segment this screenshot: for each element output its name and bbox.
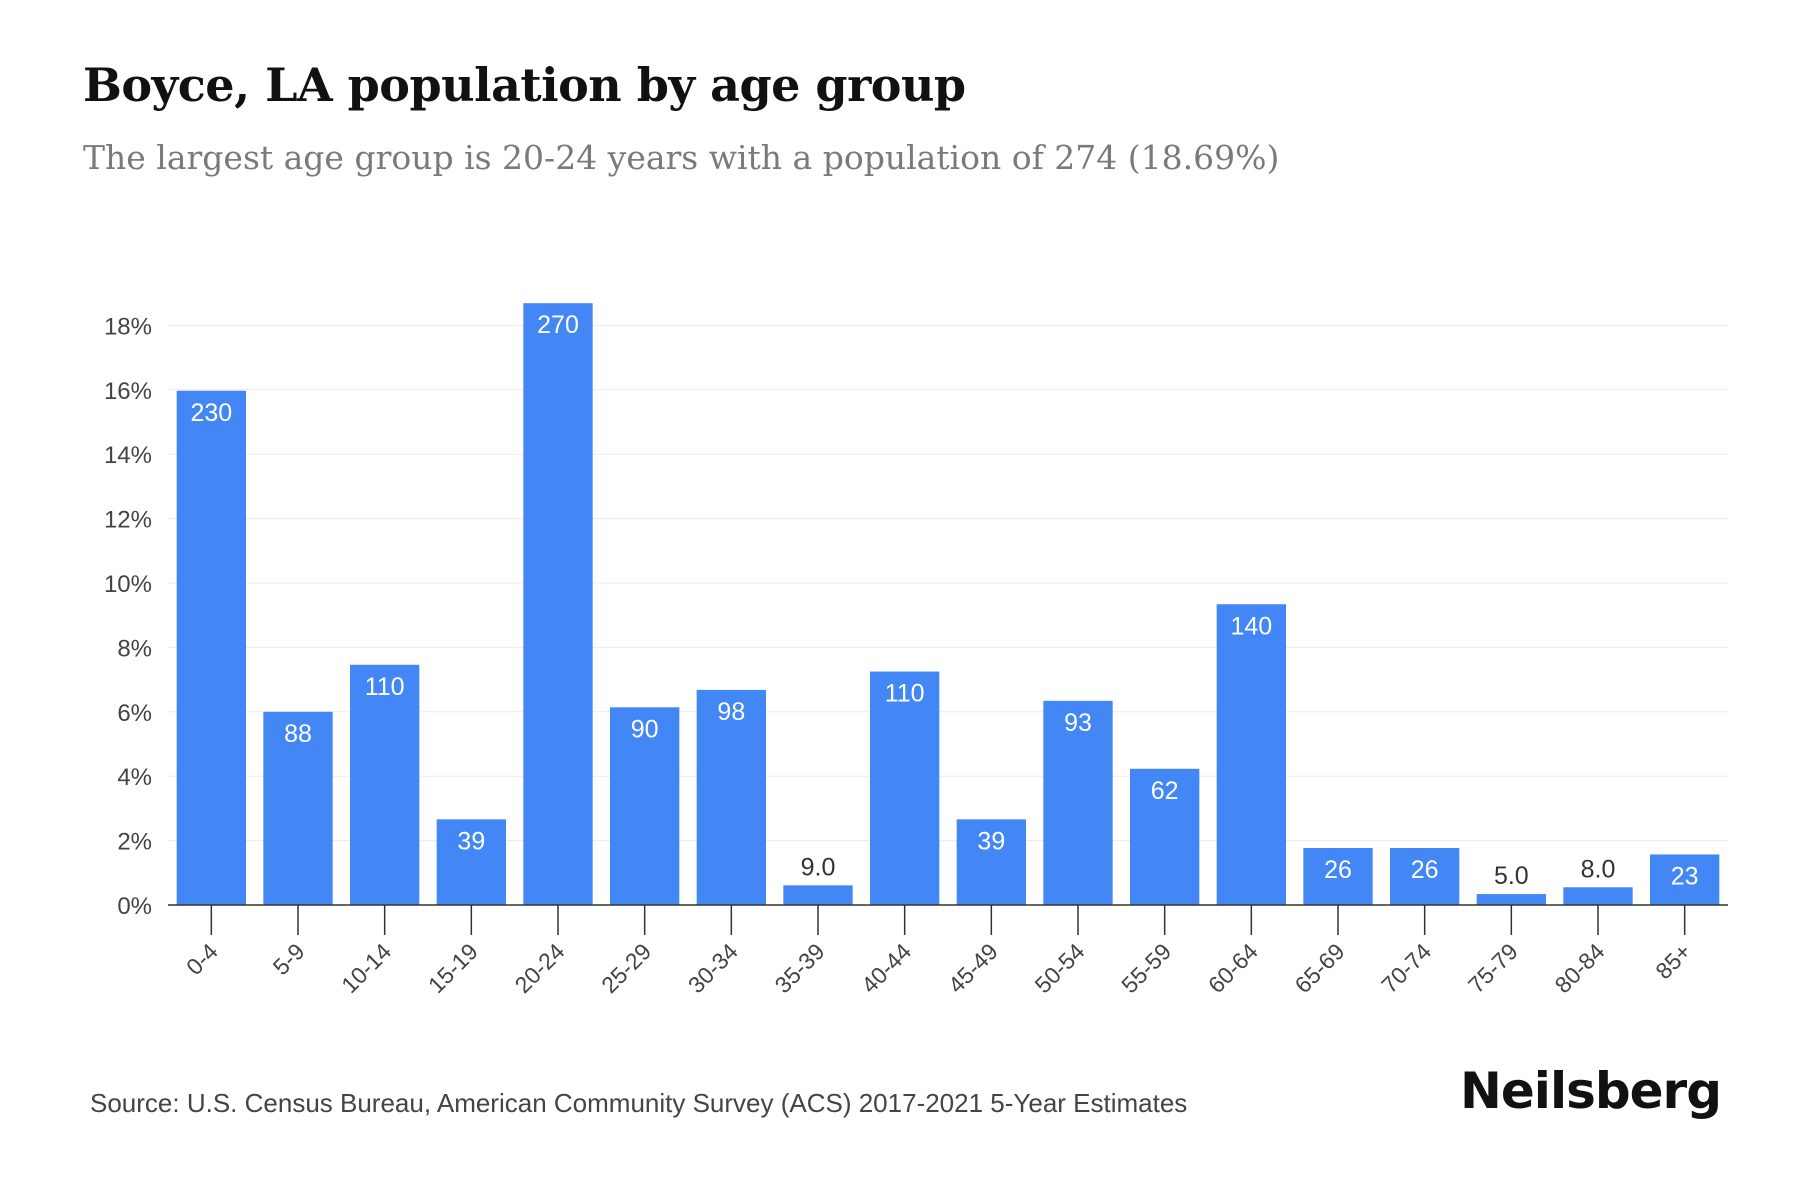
bar-value-label: 88 bbox=[284, 720, 312, 748]
x-tick-label: 85+ bbox=[1650, 938, 1696, 984]
source-note: Source: U.S. Census Bureau, American Com… bbox=[90, 1088, 1188, 1118]
bar-value-label: 9.0 bbox=[801, 853, 836, 881]
bar-value-label: 98 bbox=[717, 698, 745, 726]
y-tick-label: 4% bbox=[117, 764, 152, 791]
bar bbox=[1216, 604, 1286, 905]
y-tick-label: 18% bbox=[104, 313, 152, 340]
y-tick-label: 12% bbox=[104, 507, 152, 534]
y-tick-label: 2% bbox=[117, 829, 152, 856]
bar-value-label: 39 bbox=[977, 827, 1005, 855]
bar bbox=[436, 819, 506, 905]
y-tick-label: 0% bbox=[117, 893, 152, 920]
bar bbox=[263, 711, 333, 905]
bar bbox=[696, 689, 766, 905]
bar-value-label: 26 bbox=[1324, 856, 1352, 884]
x-tick-label: 60-64 bbox=[1203, 938, 1263, 998]
bar-value-label: 270 bbox=[537, 311, 579, 339]
x-tick-label: 20-24 bbox=[510, 938, 570, 998]
x-tick-label: 55-59 bbox=[1116, 938, 1176, 998]
x-tick-label: 45-49 bbox=[943, 938, 1003, 998]
y-tick-label: 10% bbox=[104, 571, 152, 598]
bar-value-label: 110 bbox=[885, 680, 925, 708]
bar-value-label: 5.0 bbox=[1494, 862, 1529, 890]
bar bbox=[1390, 848, 1460, 905]
brand-logo: Neilsberg bbox=[1460, 1062, 1722, 1120]
bar bbox=[870, 671, 940, 905]
x-tick-label: 30-34 bbox=[683, 938, 743, 998]
bar bbox=[350, 664, 420, 905]
x-tick-label: 35-39 bbox=[770, 938, 830, 998]
bar-value-label: 90 bbox=[631, 715, 659, 743]
x-tick-label: 10-14 bbox=[336, 938, 396, 998]
bar bbox=[783, 885, 853, 905]
bar bbox=[1650, 854, 1720, 905]
chart-title: Boyce, LA population by age group bbox=[83, 58, 966, 112]
x-tick-label: 75-79 bbox=[1463, 938, 1523, 998]
bar bbox=[523, 303, 593, 905]
x-tick-label: 65-69 bbox=[1290, 938, 1350, 998]
x-tick-label: 50-54 bbox=[1030, 938, 1090, 998]
y-tick-label: 8% bbox=[117, 635, 152, 662]
bar-value-label: 26 bbox=[1411, 856, 1439, 884]
bar-value-label: 23 bbox=[1671, 862, 1699, 890]
bar-value-label: 93 bbox=[1064, 709, 1092, 737]
y-tick-label: 14% bbox=[104, 442, 152, 469]
x-tick-label: 80-84 bbox=[1550, 938, 1610, 998]
bar bbox=[1043, 700, 1113, 905]
bar-value-label: 140 bbox=[1230, 612, 1272, 640]
bar bbox=[176, 390, 246, 905]
bar bbox=[1130, 768, 1200, 905]
bar bbox=[610, 707, 680, 905]
x-tick-label: 70-74 bbox=[1376, 938, 1436, 998]
bar bbox=[1303, 848, 1373, 905]
bar-value-label: 62 bbox=[1151, 777, 1179, 805]
x-tick-label: 25-29 bbox=[596, 938, 656, 998]
x-tick-label: 15-19 bbox=[423, 938, 483, 998]
bar bbox=[1476, 894, 1546, 905]
bar bbox=[956, 819, 1026, 905]
bar-value-label: 8.0 bbox=[1581, 855, 1616, 883]
x-tick-label: 5-9 bbox=[268, 938, 310, 980]
bar-value-label: 110 bbox=[365, 673, 405, 701]
y-tick-label: 6% bbox=[117, 700, 152, 727]
y-tick-label: 16% bbox=[104, 378, 152, 405]
bar-value-label: 230 bbox=[190, 399, 232, 427]
bar-chart: 0% 2% 4% 6% 8% 10% 12% 14% 16% 18% 230 0-4 88 5-9 110 1… bbox=[104, 303, 1728, 998]
bar bbox=[1563, 887, 1633, 905]
bar-value-label: 39 bbox=[457, 827, 485, 855]
x-tick-label: 0-4 bbox=[181, 938, 223, 980]
chart-subtitle: The largest age group is 20-24 years wit… bbox=[83, 138, 1280, 177]
x-tick-label: 40-44 bbox=[856, 938, 916, 998]
